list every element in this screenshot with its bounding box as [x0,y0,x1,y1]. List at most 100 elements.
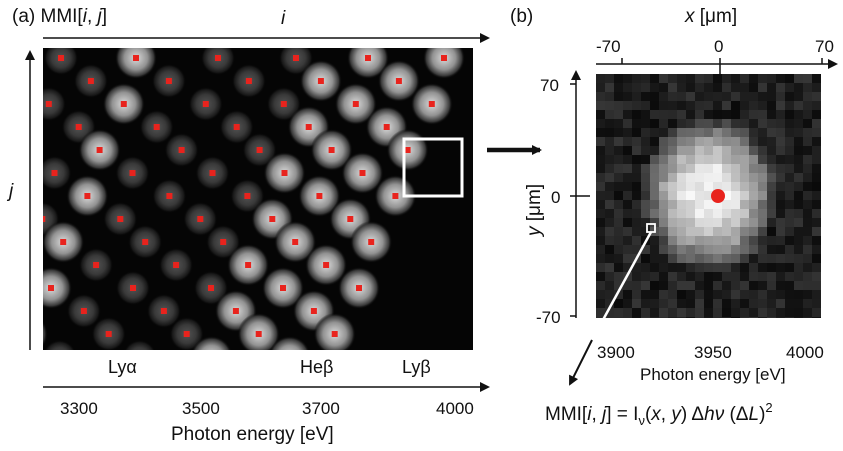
zoom-pixel [686,218,695,227]
zoom-pixel [731,191,740,200]
zoom-pixel [596,155,605,164]
zoom-pixel [650,200,659,209]
zoom-pixel [722,227,731,236]
zoom-pixel [650,92,659,101]
line-label-ly-beta: Lyβ [402,357,431,377]
zoom-pixel [641,209,650,218]
mmi-center-marker [428,101,435,107]
zoom-pixel [740,137,749,146]
zoom-pixel [731,92,740,101]
zoom-pixel [722,245,731,254]
zoom-pixel [677,254,686,263]
zoom-pixel [740,236,749,245]
zoom-pixel [731,74,740,83]
zoom-pixel [722,272,731,281]
zoom-pixel [713,317,722,318]
zoom-pixel [731,281,740,290]
zoom-pixel [758,263,767,272]
mmi-center-marker [352,101,359,107]
energy-tick-b-3900: 3900 [597,343,635,362]
mmi-center-marker [323,262,330,268]
zoom-pixel [623,236,632,245]
zoom-pixel [740,173,749,182]
zoom-pixel [605,236,614,245]
zoom-pixel [803,191,812,200]
mmi-spot [43,267,72,309]
zoom-pixel [632,191,641,200]
zoom-pixel [614,245,623,254]
zoom-pixel [713,218,722,227]
zoom-pixel [668,155,677,164]
zoom-pixel [749,137,758,146]
zoom-pixel [749,182,758,191]
x-tick-neg70: -70 [596,37,621,56]
zoom-pixel [659,83,668,92]
zoom-pixel [677,245,686,254]
mmi-center-marker [347,216,354,222]
zoom-pixel [704,245,713,254]
zoom-pixel [803,164,812,173]
highlight-box[interactable] [402,137,464,198]
zoom-pixel [767,101,776,110]
zoom-pixel [623,173,632,182]
mmi-center-marker [331,331,338,337]
zoom-pixel [731,137,740,146]
mmi-center-marker [280,285,286,291]
zoom-pixel [740,290,749,299]
mmi-center-marker [117,216,124,222]
zoom-pixel [605,173,614,182]
zoom-pixel [812,281,821,290]
zoom-pixel [605,110,614,119]
j-axis-label: j [6,181,14,202]
zoom-pixel [812,92,821,101]
mmi-center-marker [3,308,9,314]
zoom-pixel [623,128,632,137]
zoom-pixel [704,299,713,308]
zoom-pixel [677,290,686,299]
zoom-pixel [749,155,758,164]
zoom-pixel [803,272,812,281]
mmi-center-marker [220,239,227,245]
zoom-pixel [776,218,785,227]
mmi-center-marker [45,101,52,107]
mmi-center-marker [51,170,58,176]
zoom-pixel [749,317,758,318]
zoom-pixel [749,74,758,83]
zoom-pixel [785,200,794,209]
zoom-pixel [794,92,803,101]
zoom-pixel [623,119,632,128]
zoom-pixel [812,173,821,182]
mmi-center-marker [233,124,240,130]
zoom-pixel [686,74,695,83]
zoom-pixel [641,218,650,227]
mmi-center-marker [57,354,63,360]
mmi-center-marker [287,354,293,360]
zoom-pixel [596,299,605,308]
zoom-pixel [650,182,659,191]
zoom-pixel [749,164,758,173]
zoom-pixel [695,182,704,191]
zoom-pixel [659,290,668,299]
zoom-pixel [794,74,803,83]
zoom-pixel [650,146,659,155]
zoom-pixel [596,272,605,281]
zoom-pixel [686,236,695,245]
zoom-pixel [794,263,803,272]
zoom-pixel [596,128,605,137]
zoom-pixels [596,74,821,318]
zoom-pixel [803,119,812,128]
zoom-pixel [704,308,713,317]
mmi-center-marker [120,101,127,107]
zoom-pixel [668,308,677,317]
zoom-pixel [767,200,776,209]
zoom-pixel [677,236,686,245]
zoom-pixel [650,83,659,92]
zoom-pixel [641,281,650,290]
zoom-pixel [605,317,614,318]
zoom-pixel [749,173,758,182]
zoom-pixel [713,290,722,299]
zoom-pixel [794,119,803,128]
zoom-pixel [596,254,605,263]
mmi-center-marker [209,354,215,360]
zoom-pixel [704,83,713,92]
